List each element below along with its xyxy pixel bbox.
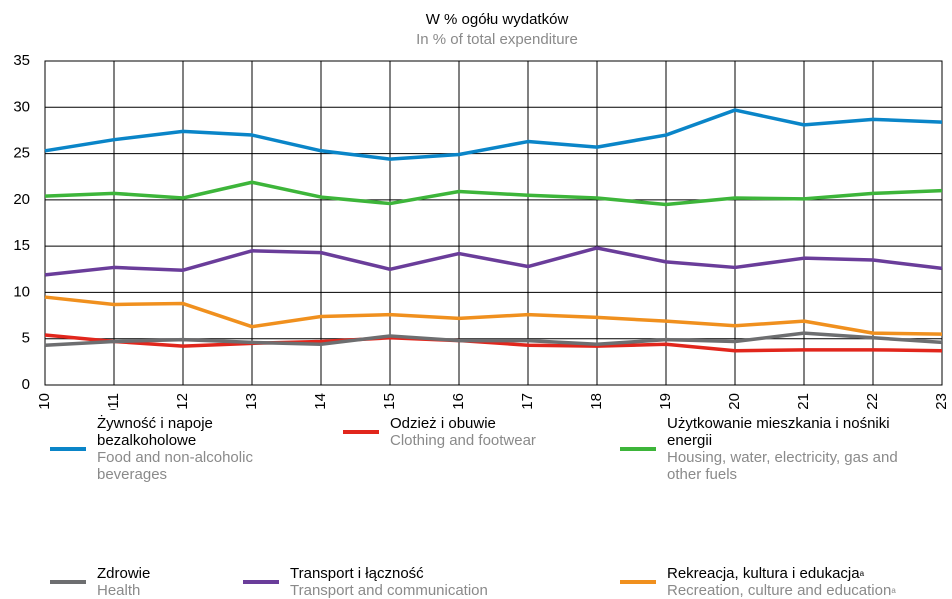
legend-label-en-text: Clothing and footwear bbox=[390, 432, 536, 449]
legend-label: Zdrowie bbox=[97, 565, 150, 582]
legend-label-text: Żywność i napoje bezalkoholowe bbox=[97, 415, 213, 449]
chart-subtitle: In % of total expenditure bbox=[416, 31, 578, 48]
x-tick-label: 2019 bbox=[657, 393, 674, 410]
legend-text: Odzież i obuwie Clothing and footwear bbox=[390, 415, 536, 449]
legend-label-text: Transport i łączność bbox=[290, 565, 424, 582]
x-tick-label: 2014 bbox=[312, 393, 329, 410]
legend-label-en-text: Housing, water, electricity, gas and oth… bbox=[667, 449, 898, 483]
legend-label-en-text: Health bbox=[97, 582, 141, 599]
legend-text: Rekreacja, kultura i edukacjaa Recreation… bbox=[667, 565, 896, 599]
x-tick-label: 2013 bbox=[243, 393, 260, 410]
legend-swatch bbox=[50, 580, 86, 584]
plot-border bbox=[44, 60, 943, 386]
x-tick-label: 2016 bbox=[450, 393, 467, 410]
legend-item: Rekreacja, kultura i edukacjaa Recreation… bbox=[620, 565, 950, 599]
legend-label-en-text: Transport and communication bbox=[290, 582, 488, 599]
x-tick-label: 2011 bbox=[105, 393, 122, 410]
y-tick-label: 15 bbox=[13, 237, 30, 254]
x-tick-label: 2021 bbox=[795, 393, 812, 410]
legend-label: Użytkowanie mieszkania i nośniki energii bbox=[667, 415, 900, 449]
legend-swatch bbox=[343, 430, 379, 434]
legend-label-text: Zdrowie bbox=[97, 565, 151, 582]
legend-text: Zdrowie Health bbox=[97, 565, 150, 599]
legend-item: Transport i łączność Transport and commun… bbox=[243, 565, 573, 599]
footnote-mark: a bbox=[859, 569, 865, 578]
y-tick-label: 25 bbox=[13, 145, 30, 162]
x-tick-label: 2018 bbox=[588, 393, 605, 410]
x-tick-label: 2010 bbox=[36, 393, 53, 410]
footnote-mark: a bbox=[891, 586, 896, 595]
series-line bbox=[44, 333, 943, 353]
legend-label: Odzież i obuwie bbox=[390, 415, 536, 432]
legend-label: Żywność i napoje bezalkoholowe bbox=[97, 415, 290, 449]
legend-label-en-text: Recreation, culture and education bbox=[667, 582, 892, 599]
legend-swatch bbox=[620, 447, 656, 451]
legend-label-en: Recreation, culture and educationa bbox=[667, 582, 896, 599]
legend-label-en: Health bbox=[97, 582, 150, 599]
x-tick-label: 2012 bbox=[174, 393, 191, 410]
legend-label-en: Housing, water, electricity, gas and oth… bbox=[667, 449, 900, 483]
legend-label-en-text: Food and non-alcoholic beverages bbox=[97, 449, 253, 483]
legend-item: Żywność i napoje bezalkoholowe Food and n… bbox=[50, 415, 290, 483]
x-tick-label: 2022 bbox=[864, 393, 881, 410]
x-tick-label: 2020 bbox=[726, 393, 743, 410]
series-line bbox=[44, 108, 943, 161]
y-tick-label: 30 bbox=[13, 98, 30, 115]
legend-label-en: Food and non-alcoholic beverages bbox=[97, 449, 290, 483]
series-line bbox=[44, 295, 943, 336]
legend-swatch bbox=[243, 580, 279, 584]
y-tick-label: 5 bbox=[22, 330, 30, 347]
y-tick-label: 0 bbox=[22, 376, 30, 393]
y-tick-label: 20 bbox=[13, 191, 30, 208]
series-line bbox=[44, 331, 943, 347]
legend-label: Transport i łączność bbox=[290, 565, 488, 582]
legend-item: Użytkowanie mieszkania i nośniki energii… bbox=[620, 415, 900, 483]
legend-label-text: Użytkowanie mieszkania i nośniki energii bbox=[667, 415, 890, 449]
x-tick-label: 2015 bbox=[381, 393, 398, 410]
legend-label-text: Odzież i obuwie bbox=[390, 415, 496, 432]
y-tick-label: 35 bbox=[13, 52, 30, 69]
legend-text: Użytkowanie mieszkania i nośniki energii… bbox=[667, 415, 900, 483]
x-tick-label: 2017 bbox=[519, 393, 536, 410]
legend-text: Transport i łączność Transport and commun… bbox=[290, 565, 488, 599]
legend-label-en: Clothing and footwear bbox=[390, 432, 536, 449]
y-tick-label: 10 bbox=[13, 283, 30, 300]
legend-item: Zdrowie Health bbox=[50, 565, 290, 599]
x-tick-label: 2023 bbox=[933, 393, 950, 410]
legend-label: Rekreacja, kultura i edukacjaa bbox=[667, 565, 896, 582]
legend-label-en: Transport and communication bbox=[290, 582, 488, 599]
legend-item: Odzież i obuwie Clothing and footwear bbox=[343, 415, 583, 449]
chart: W % ogółu wydatków In % of total expendi… bbox=[13, 11, 950, 410]
legend-swatch bbox=[620, 580, 656, 584]
series-line bbox=[44, 180, 943, 207]
legend-label-text: Rekreacja, kultura i edukacja bbox=[667, 565, 860, 582]
legend-swatch bbox=[50, 447, 86, 451]
series-line bbox=[44, 246, 943, 277]
legend-text: Żywność i napoje bezalkoholowe Food and n… bbox=[97, 415, 290, 483]
chart-title: W % ogółu wydatków bbox=[426, 11, 569, 28]
